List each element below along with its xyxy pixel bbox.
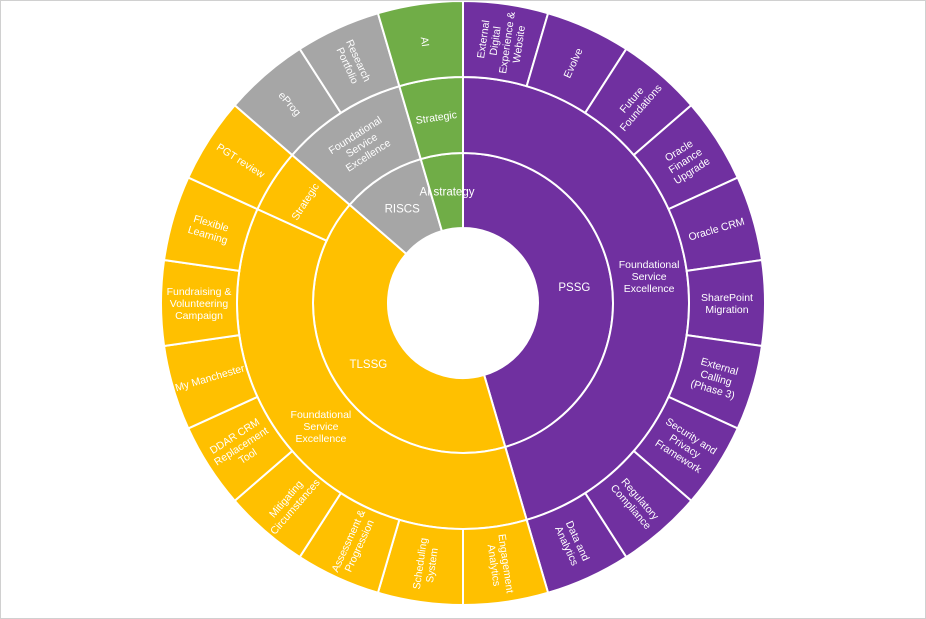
label-riscs: RISCS xyxy=(385,203,420,215)
label-pssg-foundational-service-excellence-external-calling-phase-3: ExternalCalling(Phase 3) xyxy=(689,355,743,402)
label-ai-strategy: AI strategy xyxy=(420,187,475,199)
label-tlssg-foundational-service-excellence: Foundational Service Excellence xyxy=(291,409,352,445)
label-tlssg-foundational-service-excellence-scheduling-system: SchedulingSystem xyxy=(411,537,442,592)
label-tlssg: TLSSG xyxy=(349,359,387,371)
segments xyxy=(160,1,766,607)
label-ai-strategy-strategic-ai: AI xyxy=(418,36,431,48)
label-pssg-foundational-service-excellence-sharepoint-migration: SharePoint Migration xyxy=(701,292,753,316)
label-ai-strategy-strategic: Strategic xyxy=(415,109,458,127)
label-pssg-foundational-service-excellence: Foundational Service Excellence xyxy=(619,259,680,295)
label-tlssg-foundational-service-excellence-fundraising-volunteering-campaign: Fundraising & Volunteering Campaign xyxy=(167,286,232,322)
segment-ai-strategy-strategic-ai[interactable] xyxy=(376,1,464,88)
label-pssg: PSSG xyxy=(558,282,590,294)
